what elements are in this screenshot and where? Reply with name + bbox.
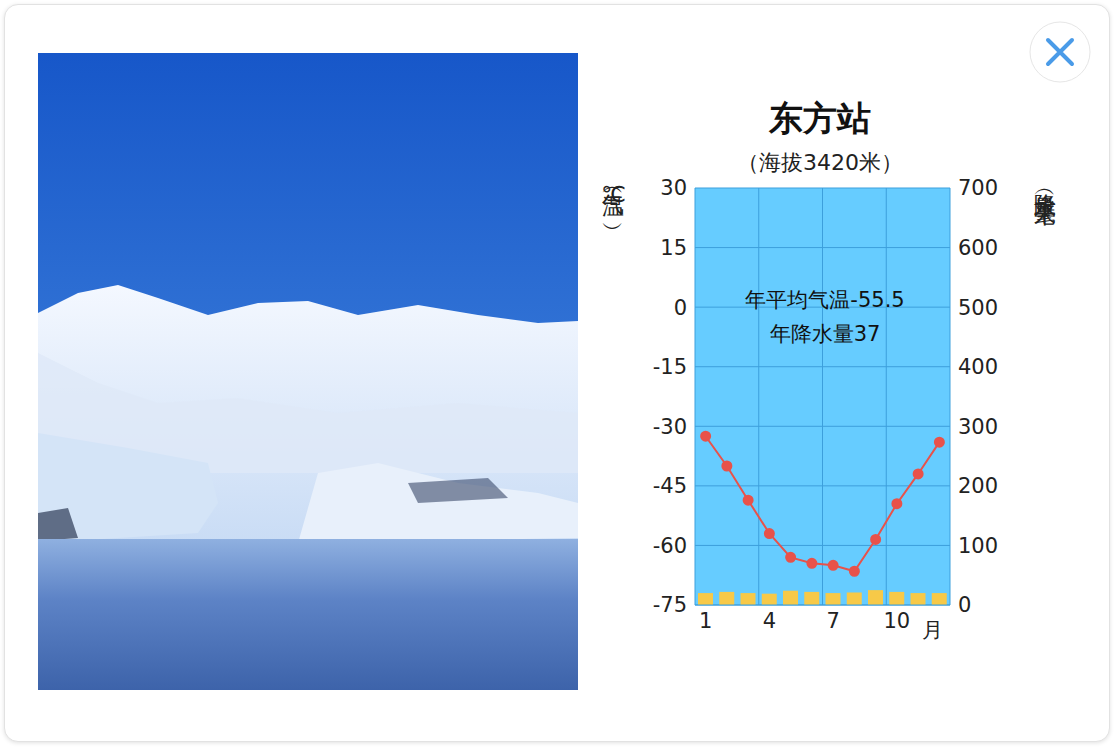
html-text:月: 月	[922, 618, 943, 642]
html-text:（海拔3420米）: （海拔3420米）	[737, 150, 903, 175]
html-text:年平均气温-55.5: 年平均气温-55.5	[745, 288, 905, 312]
svg-text:1: 1	[699, 609, 712, 633]
svg-text:600: 600	[958, 236, 998, 260]
svg-text:0: 0	[674, 296, 687, 320]
svg-text:0: 0	[958, 593, 971, 617]
html-text:年降水量37: 年降水量37	[769, 322, 881, 346]
svg-text:30: 30	[660, 176, 687, 200]
html-text:气温（℃）: 气温（℃）	[601, 176, 626, 211]
svg-text:100: 100	[958, 534, 998, 558]
svg-text:400: 400	[958, 355, 998, 379]
svg-text:10: 10	[884, 609, 911, 633]
svg-text:300: 300	[958, 415, 998, 439]
html-text:降水量（毫米）: 降水量（毫米）	[1033, 176, 1058, 190]
svg-text:-15: -15	[653, 355, 687, 379]
svg-text:15: 15	[660, 236, 687, 260]
svg-text:-75: -75	[653, 593, 687, 617]
svg-text:200: 200	[958, 474, 998, 498]
svg-text:-60: -60	[653, 534, 687, 558]
html-text:东方站: 东方站	[769, 98, 871, 138]
svg-text:4: 4	[763, 609, 776, 633]
svg-text:-45: -45	[653, 474, 687, 498]
svg-text:-30: -30	[653, 415, 687, 439]
svg-text:700: 700	[958, 176, 998, 200]
svg-text:7: 7	[826, 609, 839, 633]
svg-text:500: 500	[958, 296, 998, 320]
